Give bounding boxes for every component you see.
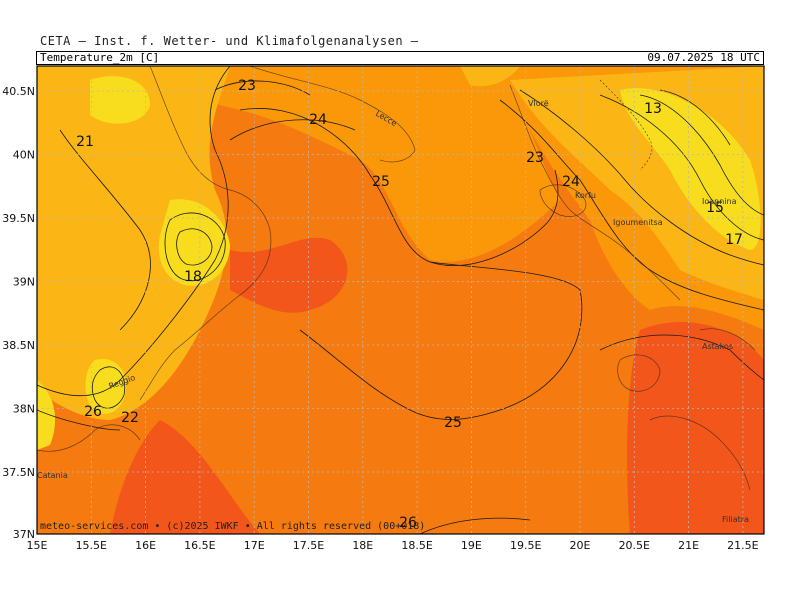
contour-label: 25 [372,174,390,190]
field-cool-etna [37,380,56,450]
contour-label: 23 [238,78,256,94]
field-26-southwest [110,420,260,534]
contour-label: 24 [309,112,327,128]
akarnania-coast [699,328,756,351]
place-label: Catania [37,471,68,480]
corfu-island [539,184,587,217]
isotherm-13 [659,89,731,146]
latitude-tick-label: 38N [13,403,35,416]
albania-greece-border [599,79,653,171]
map-frame [36,65,765,535]
longitude-tick-label: 18.5E [401,539,432,552]
variable-label: Temperature_2m [C] [40,51,160,64]
field-26-ionian-coast [230,237,348,313]
contour-label: 22 [121,410,139,426]
place-label: Filiatra [722,515,749,524]
latitude-tick-label: 38.5N [2,339,35,352]
isotherm-aspromonte [91,366,126,409]
latitude-tick-label: 39N [13,276,35,289]
field-13-15-pindus [620,88,761,250]
temperature-field [37,66,764,534]
place-label: Ioannina [702,197,737,206]
isotherm-23-greece [499,99,764,311]
borders [599,79,653,171]
isotherm-26-sicily [37,409,121,431]
latitude-tick-label: 37N [13,528,35,541]
isotherm-16 [176,228,213,266]
longitude-tick-label: 15E [27,539,48,552]
apulia-coast [249,66,416,163]
isotherm-20-greece [519,89,764,266]
latitude-tick-label: 37.5N [2,466,35,479]
place-label: Astakos [702,342,733,351]
contour-label: 26 [84,404,102,420]
map-subtitle-bar: Temperature_2m [C] 09.07.2025 18 UTC [36,51,764,65]
longitude-tick-label: 18E [352,539,373,552]
isotherm-lines [37,66,764,534]
isotherm-22-calabria [37,66,231,397]
graticule [37,66,764,534]
contour-label: 15 [706,200,724,216]
isotherm-23-north [214,80,311,96]
isotherm-26-south [419,517,531,534]
isotherm-18 [164,212,226,282]
field-26-peloponnese [627,321,764,534]
kefalonia-island [617,354,661,392]
longitude-tick-label: 19E [461,539,482,552]
isotherm-25-north [239,108,559,266]
place-label: Igoumenitsa [613,218,663,227]
field-cool-aspromonte [85,359,126,414]
latitude-tick-label: 40.5N [2,85,35,98]
contour-label: 17 [725,232,743,248]
longitude-tick-label: 17.5E [293,539,324,552]
contour-label: 24 [562,174,580,190]
place-label: Korfu [575,191,596,200]
latitude-ticks: 40.5N 40N 39.5N 39N 38.5N 38N 37.5N 37N [2,85,35,541]
contour-label: 25 [444,415,462,431]
longitude-ticks: 15E 15.5E 16E 16.5E 17E 17.5E 18E 18.5E 19E 19.5E… [27,539,759,552]
epirus-coast [509,84,681,301]
field-24-25-adriatic [120,66,560,262]
longitude-tick-label: 16E [135,539,156,552]
field-cool-pollino [90,76,150,124]
contour-label: 13 [644,101,662,117]
valid-time-label: 09.07.2025 18 UTC [647,51,760,64]
isotherm-17 [599,94,764,241]
contour-labels: 23 24 21 25 18 26 22 25 23 24 13 15 17 2… [76,78,743,531]
latitude-tick-label: 40N [13,149,35,162]
copyright-credit: meteo-services.com • (c)2025 IWKF • All … [40,521,426,532]
field-light-north [460,66,520,87]
longitude-tick-label: 20.5E [619,539,650,552]
latitude-tick-label: 39.5N [2,212,35,225]
place-label: Vlorë [528,99,549,108]
longitude-tick-label: 19.5E [510,539,541,552]
longitude-tick-label: 16.5E [184,539,215,552]
coastlines [37,66,756,491]
longitude-tick-label: 21.5E [727,539,758,552]
field-20-23-calabria [37,66,230,420]
sicily-coast [37,424,141,452]
longitude-tick-label: 21E [678,539,699,552]
isotherm-21 [59,129,151,331]
contour-label: 23 [526,150,544,166]
longitude-tick-label: 20E [570,539,591,552]
longitude-tick-label: 17E [244,539,265,552]
contour-label: 18 [184,269,202,285]
isotherm-24-north [229,119,356,141]
contour-label: 21 [76,134,94,150]
isotherm-25-south [299,261,583,420]
longitude-tick-label: 15.5E [76,539,107,552]
source-title: CETA — Inst. f. Wetter- und Klimafolgena… [40,34,419,48]
isotherm-15 [639,94,764,216]
calabria-coast [139,66,272,401]
contour-label: 26 [399,515,417,531]
isotherm-26-greece [599,334,764,381]
